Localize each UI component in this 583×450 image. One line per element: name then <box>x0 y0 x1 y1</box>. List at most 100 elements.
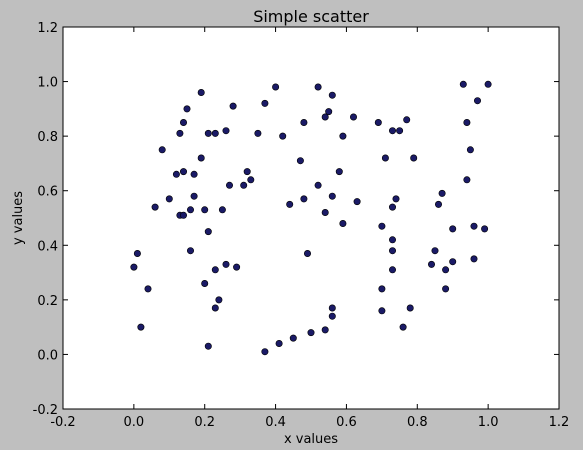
scatter-point <box>403 116 411 124</box>
scatter-point <box>353 198 361 206</box>
scatter-point <box>427 260 435 268</box>
scatter-point <box>226 181 234 189</box>
scatter-point <box>165 195 173 203</box>
scatter-point <box>307 329 315 337</box>
scatter-points <box>130 80 492 356</box>
scatter-point <box>470 255 478 263</box>
y-tick-label: 0.4 <box>37 239 58 254</box>
scatter-point <box>314 83 322 91</box>
scatter-point <box>392 195 400 203</box>
scatter-point <box>211 129 219 137</box>
scatter-point <box>442 266 450 274</box>
scatter-point <box>449 225 457 233</box>
scatter-point <box>233 263 241 271</box>
scatter-point <box>459 80 467 88</box>
scatter-point <box>247 176 255 184</box>
scatter-point <box>374 119 382 127</box>
scatter-point <box>378 307 386 315</box>
scatter-point <box>261 348 269 356</box>
scatter-point <box>187 206 195 214</box>
scatter-point <box>339 132 347 140</box>
scatter-point <box>321 113 329 121</box>
scatter-point <box>197 89 205 97</box>
scatter-point <box>399 323 407 331</box>
scatter-point <box>434 200 442 208</box>
tick-labels: -0.2 0.0 0.2 0.4 0.6 0.8 1.0 1.2 -0.2 0.0 0.2 0.4 0.… <box>33 21 570 430</box>
y-tick-label: 0.6 <box>37 185 58 200</box>
plot-frame <box>62 26 560 410</box>
scatter-point <box>133 250 141 258</box>
scatter-point <box>300 119 308 127</box>
scatter-point <box>187 247 195 255</box>
y-tick-label: 0.2 <box>37 294 58 309</box>
scatter-point <box>197 154 205 162</box>
scatter-point <box>215 296 223 304</box>
scatter-point <box>296 157 304 165</box>
scatter-point <box>388 127 396 135</box>
scatter-point <box>180 168 188 176</box>
scatter-point <box>328 192 336 200</box>
scatter-point <box>137 323 145 331</box>
scatter-point <box>466 146 474 154</box>
scatter-point <box>431 247 439 255</box>
scatter-point <box>463 119 471 127</box>
scatter-point <box>204 342 212 350</box>
scatter-point <box>463 176 471 184</box>
y-tick-label: -0.2 <box>33 403 58 418</box>
scatter-point <box>388 203 396 211</box>
y-tick-label: 0.0 <box>37 348 58 363</box>
scatter-point <box>388 236 396 244</box>
x-tick-label: 0.8 <box>407 415 428 430</box>
scatter-point <box>261 99 269 107</box>
scatter-point <box>201 279 209 287</box>
scatter-point <box>218 206 226 214</box>
scatter-point <box>151 203 159 211</box>
scatter-point <box>289 334 297 342</box>
scatter-point <box>180 119 188 127</box>
scatter-point <box>254 129 262 137</box>
x-tick-label: 0.0 <box>124 415 145 430</box>
scatter-point <box>328 312 336 320</box>
scatter-point <box>449 258 457 266</box>
scatter-point <box>176 129 184 137</box>
scatter-point <box>180 211 188 219</box>
y-tick-label: 0.8 <box>37 130 58 145</box>
scatter-point <box>470 222 478 230</box>
scatter-point <box>144 285 152 293</box>
x-tick-label: 0.6 <box>336 415 357 430</box>
scatter-point <box>183 105 191 113</box>
chart-title: Simple scatter <box>253 7 369 26</box>
scatter-point <box>381 154 389 162</box>
scatter-point <box>243 168 251 176</box>
scatter-point <box>378 222 386 230</box>
scatter-point <box>328 304 336 312</box>
scatter-point <box>321 326 329 334</box>
scatter-point <box>229 102 237 110</box>
scatter-point <box>272 83 280 91</box>
x-tick-label: 1.0 <box>478 415 499 430</box>
x-tick-label: -0.2 <box>50 415 75 430</box>
scatter-point <box>388 266 396 274</box>
y-tick-label: 1.2 <box>37 21 58 36</box>
scatter-point <box>484 80 492 88</box>
scatter-point <box>211 304 219 312</box>
scatter-point <box>300 195 308 203</box>
scatter-point <box>222 260 230 268</box>
scatter-point <box>190 170 198 178</box>
scatter-point <box>481 225 489 233</box>
scatter-point <box>396 127 404 135</box>
scatter-point <box>222 127 230 135</box>
y-tick-label: 1.0 <box>37 76 58 91</box>
scatter-point <box>211 266 219 274</box>
scatter-point <box>438 189 446 197</box>
y-axis-label: y values <box>11 191 26 245</box>
x-tick-label: 1.2 <box>549 415 570 430</box>
scatter-point <box>325 108 333 116</box>
scatter-point <box>286 200 294 208</box>
scatter-point <box>172 170 180 178</box>
scatter-point <box>339 220 347 228</box>
scatter-point <box>442 285 450 293</box>
scatter-point <box>190 192 198 200</box>
scatter-point <box>204 228 212 236</box>
